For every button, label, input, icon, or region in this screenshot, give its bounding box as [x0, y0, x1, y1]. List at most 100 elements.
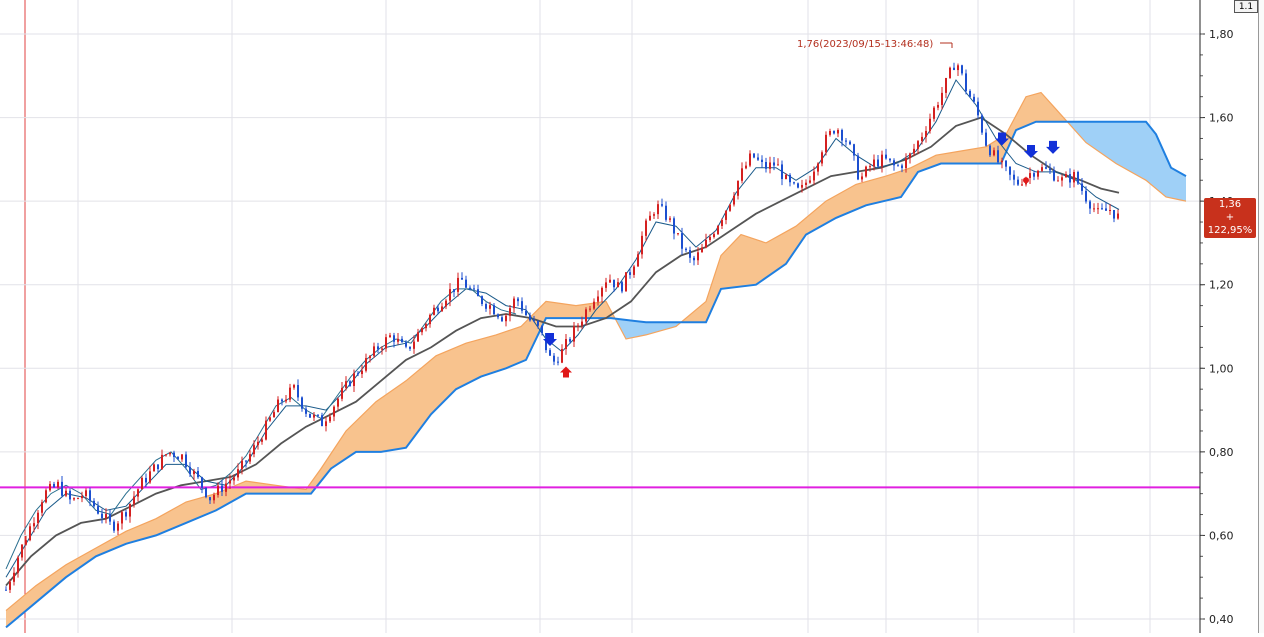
- candle-body: [165, 454, 167, 456]
- candle-body: [589, 308, 591, 310]
- candle-body: [413, 341, 415, 349]
- candle-body: [1069, 174, 1071, 183]
- candle-body: [85, 490, 87, 497]
- candle-body: [341, 387, 343, 399]
- candle-body: [1041, 167, 1043, 171]
- candle-body: [637, 254, 639, 267]
- candle-body: [489, 305, 491, 309]
- candle-body: [809, 180, 811, 183]
- candle-body: [329, 416, 331, 422]
- candle-body: [1021, 184, 1023, 186]
- candle-body: [53, 483, 55, 488]
- candle-body: [841, 129, 843, 141]
- candle-body: [1037, 170, 1039, 177]
- candle-body: [397, 338, 399, 342]
- candle-body: [1033, 173, 1035, 177]
- candle-body: [573, 326, 575, 342]
- candle-body: [577, 325, 579, 327]
- current-price-badge: 1,36 + 122,95% ▲0,75: [1204, 198, 1256, 249]
- y-tick-label: 0,60: [1209, 529, 1234, 542]
- cloud-bearish: [1068, 121, 1186, 202]
- candle-body: [773, 162, 775, 166]
- y-tick-label: 1,80: [1209, 28, 1234, 41]
- candle-body: [125, 512, 127, 517]
- candle-body: [465, 279, 467, 288]
- candle-body: [621, 282, 623, 292]
- candle-body: [401, 338, 403, 343]
- candle-body: [429, 314, 431, 325]
- candle-body: [117, 523, 119, 531]
- candle-body: [77, 498, 79, 500]
- candle-body: [933, 107, 935, 119]
- candle-body: [741, 168, 743, 181]
- candle-body: [313, 414, 315, 418]
- candle-body: [757, 157, 759, 160]
- candle-body: [417, 332, 419, 342]
- candle-body: [849, 141, 851, 145]
- candle-body: [917, 141, 919, 149]
- candle-body: [897, 165, 899, 167]
- candle-body: [245, 460, 247, 462]
- candle-body: [789, 174, 791, 183]
- candle-body: [1093, 208, 1095, 210]
- candle-body: [493, 305, 495, 315]
- candle-body: [601, 287, 603, 297]
- candle-body: [625, 272, 627, 292]
- signal-dot: [1023, 177, 1029, 184]
- y-tick-label: 1,20: [1209, 279, 1234, 292]
- candle-body: [149, 471, 151, 483]
- right-edge-strip: [1258, 0, 1264, 633]
- candle-body: [161, 454, 163, 470]
- candle-body: [961, 65, 963, 74]
- candle-body: [213, 494, 215, 501]
- corner-toggle-button[interactable]: 1.1: [1234, 0, 1258, 13]
- candle-body: [93, 500, 95, 507]
- candle-body: [1097, 208, 1099, 210]
- candle-body: [609, 279, 611, 283]
- candle-body: [197, 470, 199, 478]
- current-percent: + 122,95%: [1207, 212, 1253, 236]
- candle-body: [689, 250, 691, 258]
- candle-body: [305, 408, 307, 414]
- candle-body: [9, 581, 11, 590]
- candle-body: [65, 490, 67, 496]
- candle-body: [709, 237, 711, 241]
- candle-body: [133, 496, 135, 504]
- candle-body: [1045, 167, 1047, 169]
- kijun-line: [5, 116, 1120, 587]
- candle-body: [453, 289, 455, 292]
- candle-body: [533, 320, 535, 322]
- candle-body: [129, 503, 131, 517]
- cloud-bearish: [616, 318, 682, 339]
- candle-body: [205, 487, 207, 498]
- candle-body: [713, 234, 715, 238]
- candle-body: [781, 164, 783, 180]
- candle-body: [421, 328, 423, 333]
- candle-body: [5, 589, 7, 591]
- candle-body: [845, 140, 847, 142]
- candle-body: [853, 144, 855, 156]
- candle-body: [769, 162, 771, 169]
- candle-body: [377, 346, 379, 350]
- candle-body: [257, 441, 259, 446]
- candle-body: [321, 415, 323, 427]
- candle-body: [357, 373, 359, 375]
- candle-body: [365, 358, 367, 371]
- candle-body: [121, 512, 123, 524]
- candle-body: [61, 481, 63, 496]
- candle-body: [145, 477, 147, 483]
- candle-body: [565, 339, 567, 350]
- candle-body: [945, 78, 947, 93]
- candle-body: [641, 235, 643, 255]
- candle-body: [761, 159, 763, 163]
- candle-body: [141, 477, 143, 490]
- candle-body: [869, 166, 871, 168]
- candle-body: [581, 321, 583, 326]
- candle-body: [837, 129, 839, 134]
- candle-body: [733, 195, 735, 205]
- candle-body: [89, 490, 91, 501]
- candle-body: [293, 385, 295, 388]
- candle-body: [529, 315, 531, 321]
- candle-body: [877, 159, 879, 167]
- cloud-bullish: [682, 92, 1068, 323]
